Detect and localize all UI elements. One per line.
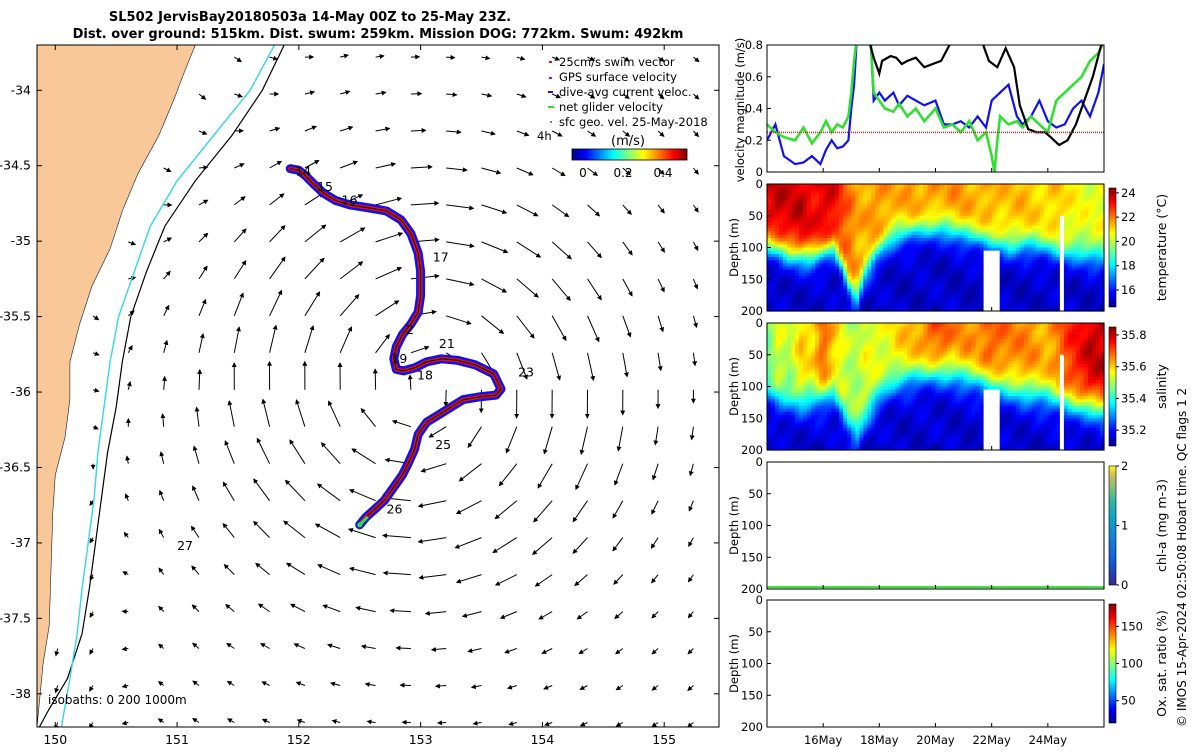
map-y-tick-label: -36.5 [0,459,31,474]
legend-label-dive-avg: dive-avg current veloc. [559,85,692,99]
current-vector [446,57,454,58]
day-label: 21 [439,336,455,351]
day-label: 25 [435,437,451,452]
day-label: 18 [417,367,433,382]
velocity-panel: 00.20.40.60.8 velocity magnitude (m/s) [733,37,1104,182]
colorbar-tick-label: 20 [1121,234,1136,248]
map-y-tick-label: -37.5 [0,610,31,625]
colorbar-tick-label: 24 [1121,186,1136,200]
colorbar-tick-0: 0 [579,166,587,180]
map-x-tick-label: 150 [43,732,67,747]
colorbar-tick-label: 22 [1121,210,1136,224]
day-label: 17 [433,250,449,265]
colorbar-tick-label: 18 [1121,259,1136,273]
current-vector [446,390,447,406]
figure-title-line1: SL502 JervisBay20180503a 14-May 00Z to 2… [109,10,511,25]
map-y-tick-label: -37 [11,535,31,550]
day-label: 15 [317,179,333,194]
current-vector [396,648,411,649]
legend-label-sfc-geo: sfc geo. vel. 25-May-2018 [559,115,708,129]
legend-label-net: net glider velocity [559,100,663,114]
figure-title-line2: Dist. over ground: 515km. Dist. swum: 25… [73,27,684,42]
depth-tick-label: 100 [741,241,763,255]
current-vector [411,130,426,131]
legend-label-swim: 25cm/s swim vector [559,55,675,69]
map-panel: 14 15 16 17 2 19 21 18 23 25 26 27 150 151 152 153 154 1… [0,45,719,747]
depth-ylabel: Depth (m) [727,218,741,277]
day-label: 23 [518,364,534,379]
day-label: 16 [342,192,358,207]
colorbar-label: temperature (°C) [1154,194,1169,301]
velocity-ylabel: velocity magnitude (m/s) [733,38,747,183]
velocity-y-tick-label: 0.6 [745,70,763,84]
day-label: 26 [387,502,403,517]
colorbar-tick-label: 16 [1121,283,1136,297]
velocity-y-tick-label: 0.2 [745,133,763,147]
depth-tick-label: 50 [748,209,763,223]
map-y-tick-label: -35.5 [0,309,31,324]
map-x-tick-label: 155 [652,732,676,747]
velocity-y-tick-label: 0.4 [745,102,763,116]
colorbar-tick-2: 0.4 [653,166,672,180]
map-x-tick-label: 154 [530,732,554,747]
legend-label-gps: GPS surface velocity [559,70,677,84]
day-label: 19 [391,351,407,366]
net-velocity-dot [357,522,362,527]
depth-tick-label: 150 [741,272,763,286]
map-y-tick-label: -38 [11,686,31,701]
current-vector [438,723,446,724]
section-colorbar [1109,188,1116,307]
map-y-tick-label: -36 [11,384,31,399]
colorbar-title: (m/s) [611,134,645,149]
map-x-tick-label: 152 [287,732,311,747]
legend-extra: 4h [537,129,552,143]
map-x-tick-label: 153 [409,732,433,747]
isobaths-label: isobaths: 0 200 1000m [48,693,187,707]
map-x-tick-label: 151 [165,732,189,747]
map-colorbar [572,149,687,160]
day-label: 2 [406,322,414,337]
day-label: 14 [295,164,311,179]
day-label: 27 [177,538,193,553]
depth-tick-label: 0 [756,177,763,191]
map-y-tick-label: -34 [11,82,31,97]
colorbar-tick-1: 0.2 [613,166,632,180]
map-y-tick-label: -35 [11,233,31,248]
velocity-y-tick-label: 0.8 [745,38,763,52]
map-y-tick-label: -34.5 [0,158,31,173]
